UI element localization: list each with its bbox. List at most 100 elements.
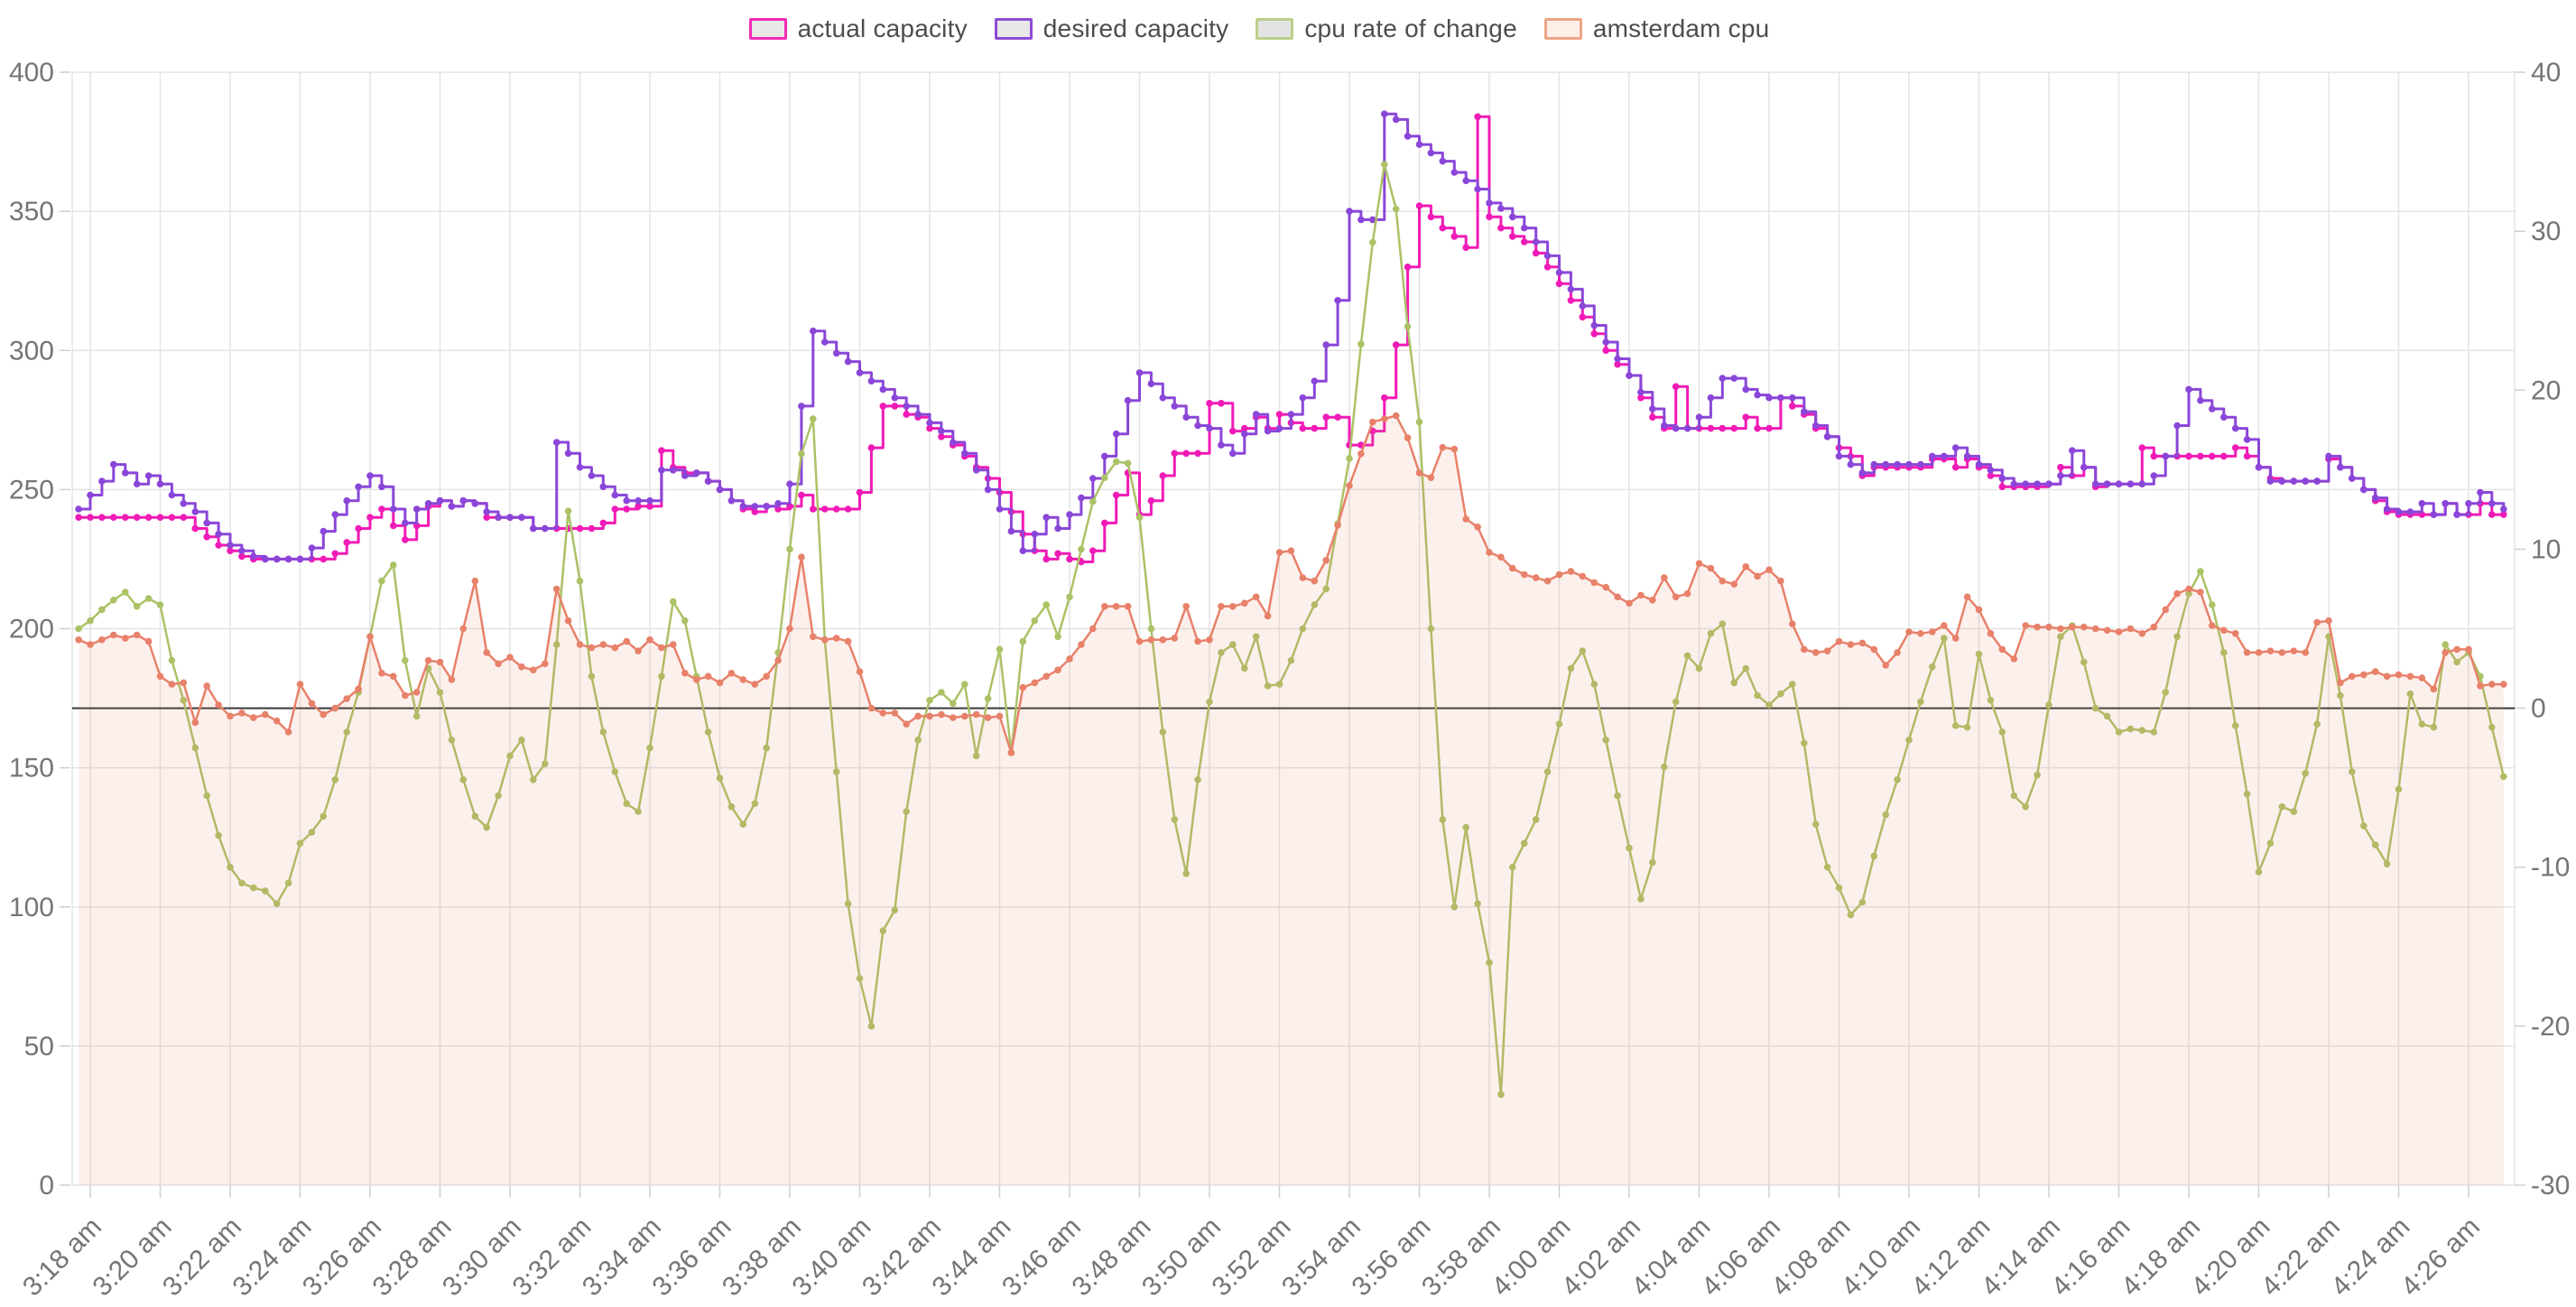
data-point-marker <box>1218 603 1225 610</box>
data-point-marker <box>1182 450 1190 458</box>
data-point-marker <box>1637 388 1645 396</box>
data-point-marker <box>1381 161 1388 168</box>
data-point-marker <box>402 536 409 543</box>
data-point-marker <box>2173 589 2181 598</box>
data-point-marker <box>402 691 409 700</box>
data-point-marker <box>1683 652 1691 660</box>
data-point-marker <box>2103 626 2111 635</box>
data-point-marker <box>950 700 957 708</box>
data-point-marker <box>1905 737 1913 744</box>
data-point-marker <box>751 503 759 510</box>
data-point-marker <box>133 480 141 487</box>
data-point-marker <box>984 714 992 721</box>
data-point-marker <box>599 728 607 736</box>
data-point-marker <box>1124 396 1132 404</box>
data-point-marker <box>1019 637 1027 645</box>
data-point-marker <box>1042 514 1050 521</box>
data-point-marker <box>308 700 316 708</box>
data-point-marker <box>1089 497 1097 505</box>
data-point-marker <box>1147 625 1155 633</box>
series-cpu-rate-of-change <box>75 161 2507 1098</box>
data-point-marker <box>926 712 933 720</box>
data-point-marker <box>1229 603 1237 610</box>
data-point-marker <box>2150 472 2158 479</box>
data-point-marker <box>1287 547 1295 554</box>
data-point-marker <box>2500 505 2507 513</box>
legend-item-amsterdam-cpu[interactable]: amsterdam cpu <box>1543 14 1770 43</box>
data-point-marker <box>2185 385 2192 394</box>
data-point-marker <box>1415 202 1423 209</box>
data-point-marker <box>2173 633 2181 641</box>
area-fill <box>79 415 2504 1185</box>
data-point-marker <box>588 644 596 652</box>
data-point-marker <box>1404 133 1412 140</box>
data-point-marker <box>1252 593 1260 601</box>
data-point-marker <box>238 552 246 561</box>
data-point-marker <box>1894 776 1901 783</box>
data-point-marker <box>2395 785 2403 793</box>
data-point-marker <box>1579 572 1587 580</box>
data-point-marker <box>1101 452 1108 460</box>
data-point-marker <box>903 403 910 410</box>
data-point-marker <box>262 887 269 895</box>
data-point-marker <box>1206 698 1213 706</box>
data-point-marker <box>2220 649 2228 656</box>
data-point-marker <box>436 496 444 505</box>
data-point-marker <box>168 491 176 499</box>
data-point-marker <box>2488 500 2496 507</box>
data-point-marker <box>2488 511 2496 518</box>
data-point-marker <box>2442 641 2449 648</box>
data-point-marker <box>1311 424 1319 432</box>
data-point-marker <box>1135 369 1144 376</box>
data-point-marker <box>1427 149 1435 157</box>
series-desired-capacity <box>75 110 2507 563</box>
data-point-marker <box>273 555 281 563</box>
data-point-marker <box>156 672 164 681</box>
data-point-marker <box>1101 474 1108 481</box>
data-point-marker <box>704 672 712 681</box>
data-point-marker <box>2209 601 2216 608</box>
amsterdam-cpu-swatch-icon <box>1543 18 1582 40</box>
data-point-marker <box>926 419 933 427</box>
data-point-marker <box>1777 690 1784 698</box>
data-point-marker <box>1602 737 1609 744</box>
data-point-marker <box>471 812 479 820</box>
data-point-marker <box>856 369 864 376</box>
data-point-marker <box>2500 511 2507 518</box>
data-point-marker <box>1917 630 1924 637</box>
data-point-marker <box>2220 452 2228 460</box>
legend-item-cpu-rate-of-change[interactable]: cpu rate of change <box>1256 14 1517 43</box>
data-point-marker <box>2185 452 2192 460</box>
data-point-marker <box>542 524 549 533</box>
data-point-marker <box>903 720 910 728</box>
data-point-marker <box>542 660 549 668</box>
data-point-marker <box>180 514 188 521</box>
legend-item-actual-capacity[interactable]: actual capacity <box>748 14 968 43</box>
data-point-marker <box>1929 663 1936 671</box>
data-point-marker <box>2313 477 2321 485</box>
data-point-marker <box>844 505 852 513</box>
data-point-marker <box>2209 622 2216 629</box>
data-point-marker <box>2360 822 2368 830</box>
data-point-marker <box>355 524 362 533</box>
data-point-marker <box>810 633 817 641</box>
data-point-marker <box>2209 405 2216 412</box>
data-point-marker <box>867 444 876 451</box>
data-point-marker <box>378 483 385 491</box>
data-point-marker <box>798 491 805 499</box>
data-point-marker <box>1661 422 1668 430</box>
data-point-marker <box>1951 635 1960 642</box>
data-point-marker <box>1439 443 1447 451</box>
data-point-marker <box>273 900 281 907</box>
data-point-marker <box>670 598 677 606</box>
data-point-marker <box>1031 530 1039 538</box>
data-point-marker <box>378 670 385 677</box>
data-point-marker <box>215 831 222 839</box>
data-point-marker <box>832 505 840 513</box>
data-point-marker <box>2034 623 2041 631</box>
data-point-marker <box>1322 585 1330 593</box>
data-point-marker <box>343 539 351 546</box>
data-point-marker <box>2337 463 2344 471</box>
data-point-marker <box>2349 768 2356 775</box>
legend-item-desired-capacity[interactable]: desired capacity <box>994 14 1229 43</box>
